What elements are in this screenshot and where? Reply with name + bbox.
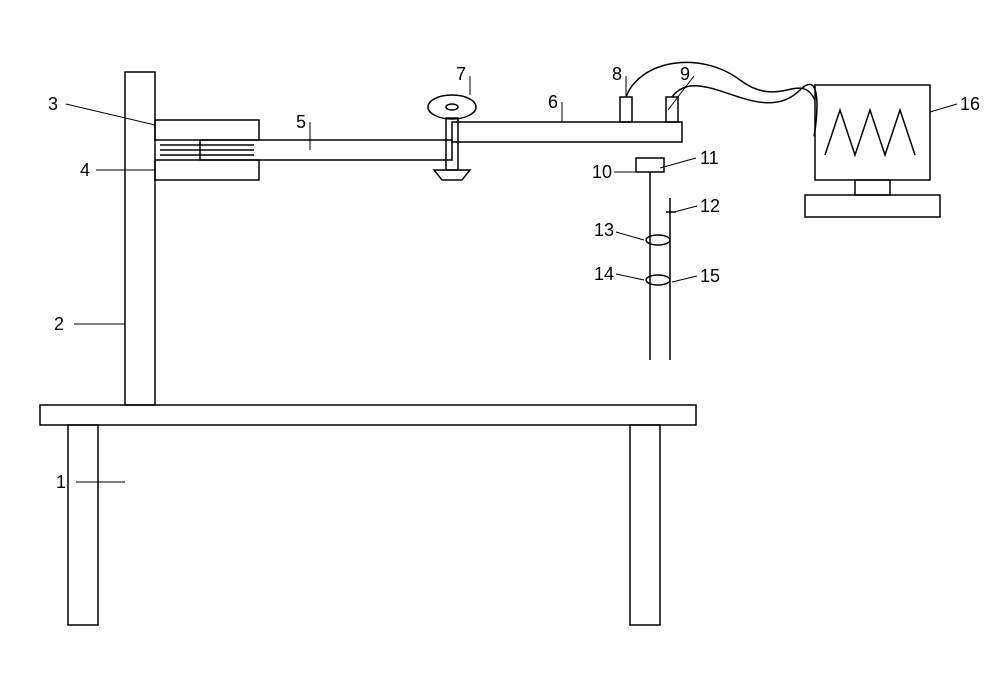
pivot-top-inner — [446, 104, 458, 110]
label-10: 10 — [592, 162, 636, 182]
table-leg-left — [68, 425, 98, 625]
label-1: 1 — [56, 472, 125, 492]
pivot-top — [428, 95, 476, 119]
svg-text:4: 4 — [80, 160, 90, 180]
device-waveform — [825, 110, 915, 155]
label-13: 13 — [594, 220, 644, 240]
cable-2 — [672, 84, 817, 135]
svg-text:2: 2 — [54, 314, 64, 334]
clamp-bottom — [155, 160, 259, 180]
table-top — [40, 405, 696, 425]
table-leg-right — [630, 425, 660, 625]
label-11: 11 — [660, 148, 719, 168]
svg-text:11: 11 — [700, 148, 719, 168]
sensor-head — [636, 158, 664, 172]
label-4: 4 — [80, 160, 155, 180]
svg-text:13: 13 — [594, 220, 614, 240]
pivot-nut — [434, 170, 470, 180]
label-5: 5 — [296, 112, 310, 150]
label-7: 7 — [456, 64, 470, 95]
device-stem — [855, 180, 890, 195]
clamp-top — [155, 120, 259, 140]
svg-text:3: 3 — [48, 94, 58, 114]
connector-1 — [620, 97, 632, 122]
cable-1 — [626, 62, 815, 100]
svg-text:6: 6 — [548, 92, 558, 112]
label-12: 12 — [674, 196, 720, 216]
label-2: 2 — [54, 314, 125, 334]
svg-text:7: 7 — [456, 64, 466, 84]
svg-text:15: 15 — [700, 266, 720, 286]
arm-upper — [452, 122, 682, 142]
svg-text:1: 1 — [56, 472, 66, 492]
svg-text:8: 8 — [612, 64, 622, 84]
svg-text:5: 5 — [296, 112, 306, 132]
svg-text:10: 10 — [592, 162, 612, 182]
label-15: 15 — [672, 266, 720, 286]
svg-text:9: 9 — [680, 64, 690, 84]
label-3: 3 — [48, 94, 155, 125]
label-16: 16 — [930, 94, 980, 114]
labels-group: 1 2 3 4 5 6 7 8 — [48, 64, 980, 492]
label-14: 14 — [594, 264, 644, 284]
label-9: 9 — [668, 64, 694, 110]
svg-text:16: 16 — [960, 94, 980, 114]
label-6: 6 — [548, 92, 562, 122]
diagram-canvas: 1 2 3 4 5 6 7 8 — [0, 0, 1000, 678]
device-base — [805, 195, 940, 217]
svg-text:12: 12 — [700, 196, 720, 216]
svg-text:14: 14 — [594, 264, 614, 284]
label-8: 8 — [612, 64, 626, 97]
